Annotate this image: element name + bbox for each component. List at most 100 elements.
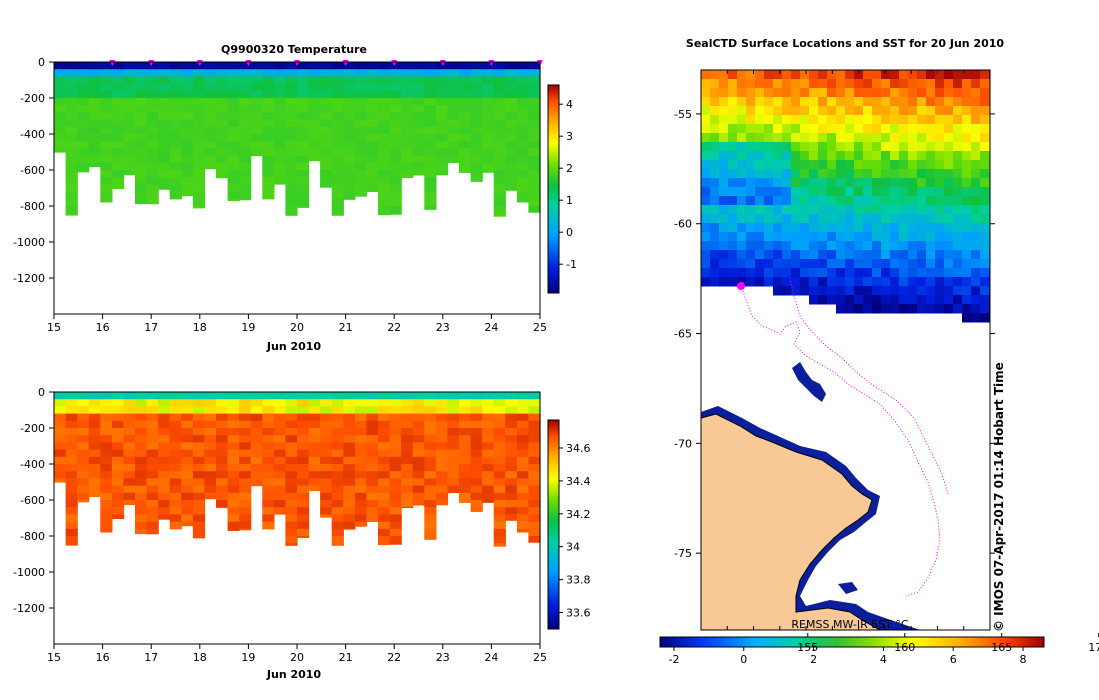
sst-cell	[764, 133, 774, 143]
heatmap-cell	[435, 428, 449, 436]
heatmap-cell	[366, 170, 379, 178]
sst-cell	[737, 79, 747, 89]
sst-cell	[935, 115, 945, 125]
sst-cell	[710, 214, 720, 224]
sst-cell	[818, 169, 828, 179]
heatmap-cell	[285, 141, 298, 149]
sst-cell	[836, 259, 846, 269]
heatmap-cell	[343, 69, 356, 77]
sst-cell	[890, 214, 900, 224]
heatmap-cell	[435, 112, 449, 121]
sst-cell	[899, 88, 909, 98]
sst-cell	[935, 268, 945, 278]
sst-cell	[800, 286, 810, 296]
heatmap-cell	[424, 69, 437, 77]
heatmap-cell	[459, 83, 472, 92]
sst-cell	[881, 232, 891, 242]
heatmap-cell	[470, 134, 483, 142]
heatmap-cell	[354, 514, 368, 523]
sst-cell	[863, 133, 873, 143]
heatmap-cell	[389, 536, 402, 544]
heatmap-cell	[297, 464, 310, 472]
sst-cell	[719, 223, 729, 233]
heatmap-cell	[88, 442, 101, 451]
heatmap-cell	[412, 399, 425, 407]
heatmap-cell	[331, 478, 344, 487]
heatmap-cell	[447, 62, 460, 70]
heatmap-cell	[378, 514, 391, 523]
sst-cell	[953, 115, 963, 125]
sst-cell	[746, 205, 756, 215]
heatmap-cell	[216, 428, 229, 436]
sst-cell	[863, 214, 873, 224]
sst-cell	[755, 178, 765, 188]
sst-cell	[899, 70, 909, 80]
heatmap-cell	[528, 170, 541, 178]
heatmap-cell	[493, 492, 506, 501]
x-tick-label: 16	[96, 651, 110, 664]
heatmap-cell	[192, 406, 206, 415]
sst-cell	[971, 313, 981, 323]
heatmap-cell	[516, 141, 530, 149]
heatmap-cell	[239, 528, 252, 531]
heatmap-cell	[100, 69, 113, 77]
sst-cell	[710, 151, 720, 161]
heatmap-cell	[297, 126, 310, 135]
heatmap-cell	[146, 69, 159, 77]
sst-cell	[773, 268, 783, 278]
heatmap-cell	[412, 148, 425, 157]
sst-cell	[908, 124, 918, 134]
heatmap-cell	[65, 514, 78, 523]
heatmap-cell	[204, 485, 217, 494]
heatmap-cell	[516, 119, 530, 128]
sst-cell	[899, 178, 909, 188]
sst-cell	[737, 178, 747, 188]
heatmap-cell	[459, 76, 472, 85]
heatmap-cell	[239, 406, 252, 415]
heatmap-cell	[192, 198, 206, 207]
sst-cell	[701, 169, 711, 179]
heatmap-cell	[54, 90, 67, 99]
sst-cell	[953, 97, 963, 107]
sst-cell	[845, 187, 855, 197]
sst-cell	[827, 106, 837, 116]
heatmap-cell	[111, 485, 125, 494]
sst-cell	[836, 88, 846, 98]
sst-cell	[980, 142, 990, 152]
heatmap-cell	[77, 126, 90, 135]
heatmap-cell	[459, 141, 472, 149]
heatmap-cell	[516, 105, 530, 113]
heatmap-cell	[378, 76, 391, 85]
heatmap-cell	[192, 177, 206, 185]
heatmap-cell	[111, 155, 125, 164]
heatmap-cell	[528, 471, 541, 479]
heatmap-cell	[262, 392, 275, 400]
heatmap-cell	[146, 521, 159, 530]
heatmap-cell	[320, 464, 333, 472]
heatmap-cell	[389, 83, 402, 92]
heatmap-cell	[470, 76, 483, 85]
sst-cell	[872, 169, 882, 179]
heatmap-cell	[192, 119, 206, 128]
heatmap-cell	[181, 442, 194, 451]
heatmap-cell	[88, 492, 101, 497]
heatmap-cell	[354, 134, 368, 142]
sst-cell	[890, 169, 900, 179]
sst-cell	[818, 142, 828, 152]
sst-cell	[755, 169, 765, 179]
heatmap-cell	[308, 456, 321, 465]
heatmap-cell	[239, 134, 252, 142]
y-tick-label: -800	[20, 200, 45, 213]
sst-cell	[773, 79, 783, 89]
heatmap-cell	[482, 170, 495, 173]
heatmap-cell	[412, 492, 425, 501]
heatmap-cell	[389, 69, 402, 77]
heatmap-cell	[401, 148, 414, 157]
heatmap-cell	[88, 83, 101, 92]
heatmap-cell	[493, 435, 506, 443]
heatmap-cell	[54, 420, 67, 429]
sst-cell	[917, 295, 927, 305]
heatmap-cell	[435, 464, 449, 472]
heatmap-cell	[366, 485, 379, 494]
sst-cell	[836, 250, 846, 260]
